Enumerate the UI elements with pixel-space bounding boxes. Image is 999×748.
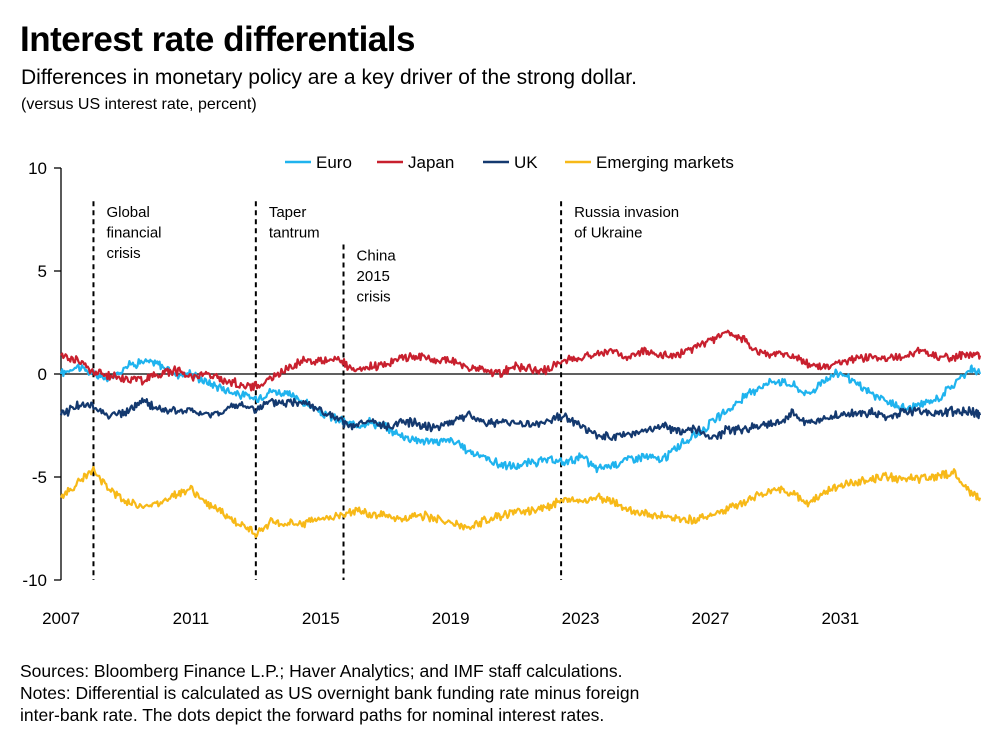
event-label: crisis [106, 245, 140, 262]
x-tick-label: 2031 [821, 609, 859, 628]
event-label: Taper [269, 204, 307, 221]
footnotes: Sources: Bloomberg Finance L.P.; Haver A… [20, 660, 980, 726]
legend-label: Emerging markets [596, 153, 734, 172]
x-tick-label: 2007 [42, 609, 80, 628]
event-label: Russia invasion [574, 204, 679, 221]
event-label: financial [106, 225, 161, 242]
y-tick-label: 10 [28, 159, 47, 178]
legend-label: Japan [408, 153, 454, 172]
series-line-japan [60, 329, 982, 392]
x-tick-label: 2011 [173, 609, 210, 628]
notes-line-1: Notes: Differential is calculated as US … [20, 683, 640, 703]
y-tick-label: -10 [22, 571, 47, 590]
notes-line-2: inter-bank rate. The dots depict the for… [20, 705, 605, 725]
x-tick-label: 2019 [432, 609, 470, 628]
event-label: tantrum [269, 225, 320, 242]
event-label: crisis [357, 288, 391, 305]
series-line-uk [59, 397, 982, 442]
units-label: (versus US interest rate, percent) [21, 96, 257, 113]
x-tick-label: 2023 [562, 609, 600, 628]
legend-label: Euro [316, 153, 352, 172]
chart-title: Interest rate differentials [20, 20, 415, 59]
line-chart: 10 5 0 -5 -10 2007 2011 2015 2019 2023 2027 2031 Gl… [22, 153, 982, 628]
sources-note: Sources: Bloomberg Finance L.P.; Haver A… [20, 661, 623, 681]
series-line-euro [59, 358, 982, 474]
event-label: Global [106, 204, 149, 221]
series-line-emerging-markets [59, 465, 982, 539]
x-tick-label: 2015 [302, 609, 340, 628]
x-tick-label: 2027 [692, 609, 730, 628]
chart-subtitle: Differences in monetary policy are a key… [21, 66, 637, 89]
legend-label: UK [514, 153, 538, 172]
event-label: of Ukraine [574, 225, 642, 242]
event-label: 2015 [357, 268, 390, 285]
event-label: China [357, 247, 397, 264]
y-tick-label: 5 [38, 262, 47, 281]
y-tick-label: -5 [32, 468, 47, 487]
y-tick-label: 0 [38, 365, 47, 384]
